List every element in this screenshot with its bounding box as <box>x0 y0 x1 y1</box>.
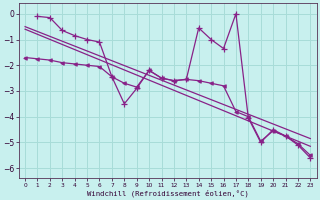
X-axis label: Windchill (Refroidissement éolien,°C): Windchill (Refroidissement éolien,°C) <box>87 189 249 197</box>
